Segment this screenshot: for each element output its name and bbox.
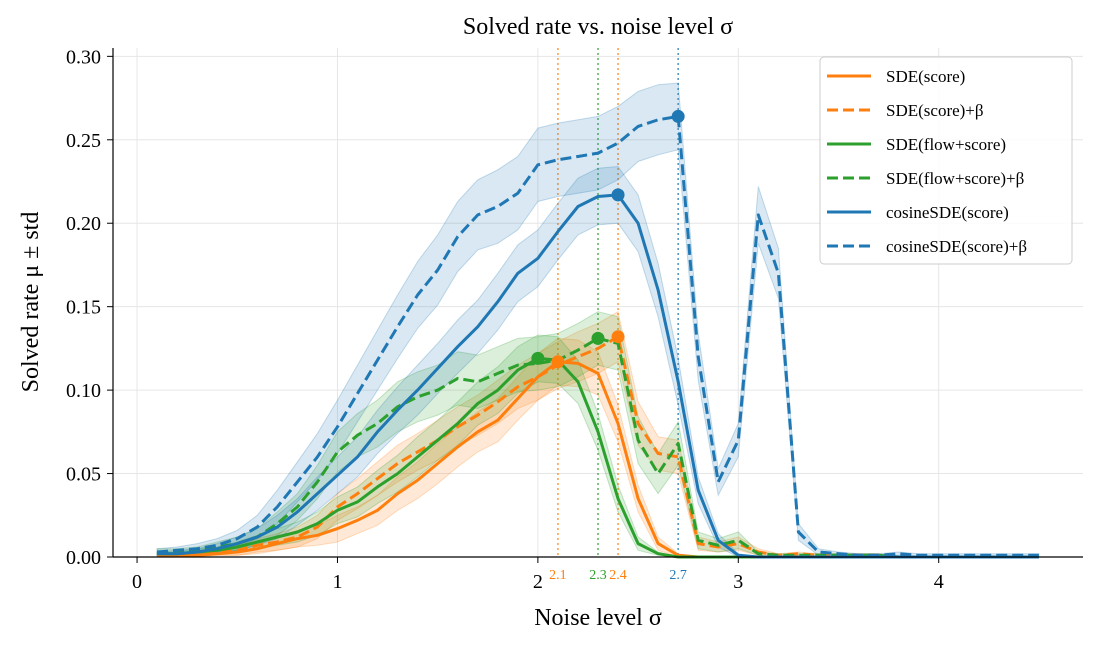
legend-box bbox=[819, 56, 1073, 265]
y-tick-label: 0.30 bbox=[66, 46, 101, 68]
vline-label-layer: 2.1 2.3 2.4 2.7 bbox=[549, 568, 687, 583]
legend-label-series-5: cosineSDE(score) bbox=[886, 203, 1009, 222]
peak-marker-series-3 bbox=[531, 351, 545, 365]
peak-marker-series-1 bbox=[551, 355, 565, 369]
x-axis-label: Noise level σ bbox=[534, 605, 662, 631]
legend-label-series-3: SDE(flow+score) bbox=[886, 135, 1006, 154]
line-series-6 bbox=[156, 114, 1039, 557]
axes-layer bbox=[112, 48, 1083, 558]
legend-label-series-4: SDE(flow+score)+β bbox=[886, 169, 1024, 188]
x-tick-label: 4 bbox=[934, 571, 944, 593]
y-tick-label: 0.20 bbox=[66, 213, 101, 235]
tick-layer: 0 1 2 3 4 0.00 0.05 0.10 0.15 0.20 0.25 0.30 bbox=[66, 46, 944, 593]
x-tick-label: 0 bbox=[132, 571, 142, 593]
legend-label-series-6: cosineSDE(score)+β bbox=[886, 237, 1027, 256]
y-tick-label: 0.00 bbox=[66, 547, 101, 569]
x-tick-label: 2 bbox=[533, 571, 543, 593]
chart-title: Solved rate vs. noise level σ bbox=[463, 14, 733, 40]
y-tick-label: 0.15 bbox=[66, 297, 101, 319]
peak-marker-series-5 bbox=[611, 188, 625, 202]
y-tick-label: 0.05 bbox=[66, 464, 101, 486]
peak-marker-series-2 bbox=[611, 330, 625, 344]
peak-marker-series-6 bbox=[671, 109, 685, 123]
band-layer bbox=[156, 82, 1040, 558]
peak-marker-series-4 bbox=[591, 331, 605, 345]
legend-label-series-1: SDE(score) bbox=[886, 67, 965, 86]
x-tick-label: 1 bbox=[332, 571, 342, 593]
legend-label-series-2: SDE(score)+β bbox=[886, 101, 984, 120]
vline-label-2.1: 2.1 bbox=[549, 568, 567, 583]
vline-label-2.4: 2.4 bbox=[609, 568, 627, 583]
vline-label-2.3: 2.3 bbox=[589, 568, 607, 583]
y-tick-label: 0.10 bbox=[66, 380, 101, 402]
y-axis-label: Solved rate μ ± std bbox=[18, 212, 44, 393]
legend: SDE(score) SDE(score)+β SDE(flow+score) SDE… bbox=[819, 56, 1073, 265]
x-tick-label: 3 bbox=[733, 571, 743, 593]
legend-items: SDE(score) SDE(score)+β SDE(flow+score) SDE… bbox=[827, 67, 1027, 256]
vline-label-2.7: 2.7 bbox=[669, 568, 687, 583]
peak-layer bbox=[531, 109, 685, 369]
y-tick-label: 0.25 bbox=[66, 130, 101, 152]
